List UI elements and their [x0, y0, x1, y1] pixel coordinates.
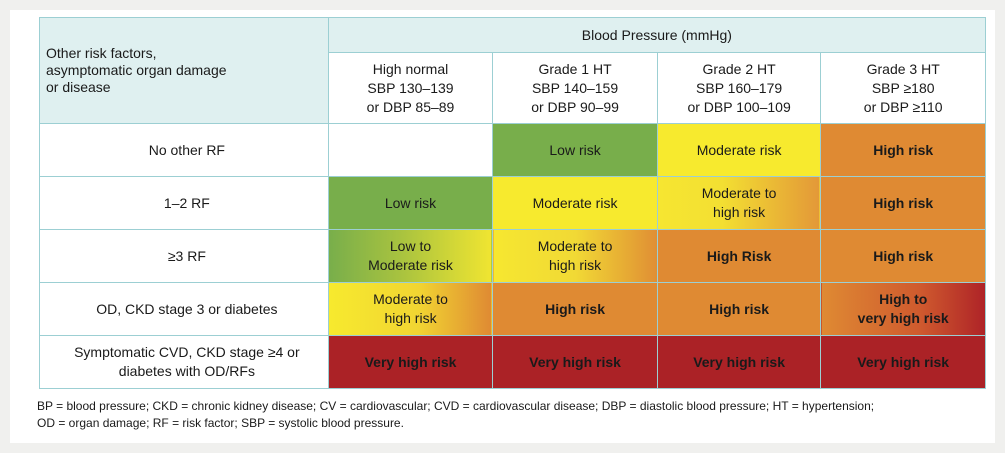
row-label-od-ckd-diabetes: OD, CKD stage 3 or diabetes	[39, 282, 329, 336]
grade-sbp: SBP 160–179	[696, 79, 783, 96]
risk-cell: Moderate risk	[656, 123, 822, 177]
risk-label: high risk	[713, 204, 766, 220]
risk-label: Low risk	[549, 141, 601, 158]
risk-label: Moderate risk	[696, 141, 782, 158]
grade-sbp: SBP 140–159	[531, 79, 619, 96]
risk-cell: High risk	[820, 123, 986, 177]
risk-cell: Moderate risk	[492, 176, 658, 230]
risk-cell	[327, 123, 494, 177]
footnote-line-2: OD = organ damage; RF = risk factor; SBP…	[37, 416, 404, 430]
table-row: No other RF Low risk Moderate risk High …	[39, 123, 986, 177]
row-label-line: Symptomatic CVD, CKD stage ≥4 or	[74, 344, 300, 360]
risk-cell: Very high risk	[492, 335, 658, 389]
risk-label: Moderate to	[701, 185, 777, 201]
risk-stratification-table: Other risk factors, asymptomatic organ d…	[39, 17, 987, 389]
grade-name: High normal	[372, 60, 449, 77]
risk-label: Very high risk	[364, 353, 457, 370]
risk-cell: Moderate to high risk	[656, 176, 822, 230]
risk-cell: Moderate to high risk	[327, 282, 494, 336]
risk-label: Low risk	[384, 194, 437, 211]
risk-label: Very high risk	[529, 353, 621, 370]
risk-cell: Very high risk	[820, 335, 986, 389]
row-label-3-plus-rf: ≥3 RF	[39, 229, 329, 283]
row-label-no-other-rf: No other RF	[39, 123, 329, 177]
risk-label: Low to	[389, 238, 432, 254]
risk-label: Very high risk	[857, 353, 950, 370]
grade-name: Grade 3 HT	[866, 60, 940, 77]
risk-cell: High risk	[492, 282, 658, 336]
footnote-line-1: BP = blood pressure; CKD = chronic kidne…	[37, 399, 875, 413]
risk-label: Moderate to	[537, 238, 613, 254]
risk-label: Moderate risk	[532, 194, 618, 211]
grade-sbp: SBP ≥180	[871, 79, 935, 96]
risk-label: High to	[879, 291, 928, 307]
table-row: OD, CKD stage 3 or diabetes Moderate to …	[39, 282, 986, 336]
risk-label: high risk	[384, 310, 437, 326]
risk-label: High risk	[873, 141, 934, 158]
risk-cell: High Risk	[656, 229, 822, 283]
risk-cell: Very high risk	[656, 335, 822, 389]
risk-label: very high risk	[857, 310, 949, 326]
risk-cell: Moderate to high risk	[492, 229, 658, 283]
grade-dbp: or DBP 100–109	[687, 98, 791, 115]
grade-header-grade-3: Grade 3 HT SBP ≥180 or DBP ≥110	[820, 52, 986, 124]
blood-pressure-header: Blood Pressure (mmHg)	[327, 17, 987, 53]
risk-label: Moderate to	[373, 291, 448, 307]
grade-header-grade-2: Grade 2 HT SBP 160–179 or DBP 100–109	[656, 52, 822, 124]
grade-dbp: or DBP ≥110	[863, 98, 943, 115]
risk-cell: Very high risk	[327, 335, 494, 389]
table-row: ≥3 RF Low to Moderate risk Moderate to h…	[39, 229, 986, 283]
risk-cell: Low risk	[492, 123, 658, 177]
risk-label: High Risk	[706, 247, 772, 264]
abbreviations-footnote: BP = blood pressure; CKD = chronic kidne…	[37, 398, 977, 432]
table-row: Symptomatic CVD, CKD stage ≥4 or diabete…	[39, 335, 986, 389]
row-label-1-2-rf: 1–2 RF	[39, 176, 329, 230]
grade-sbp: SBP 130–139	[367, 79, 454, 96]
grade-name: Grade 1 HT	[538, 60, 612, 77]
grade-dbp: or DBP 85–89	[366, 98, 455, 115]
grade-dbp: or DBP 90–99	[531, 98, 619, 115]
risk-label: High risk	[873, 247, 934, 264]
risk-label: High risk	[873, 194, 934, 211]
risk-label: High risk	[545, 300, 605, 317]
risk-cell: Low to Moderate risk	[327, 229, 494, 283]
row-label-line: diabetes with OD/RFs	[118, 363, 255, 379]
risk-cell: High risk	[820, 229, 986, 283]
risk-cell: High to very high risk	[820, 282, 986, 336]
grade-header-high-normal: High normal SBP 130–139 or DBP 85–89	[327, 52, 494, 124]
risk-factors-header-line-2: asymptomatic organ damage	[46, 62, 227, 78]
risk-label: Moderate risk	[368, 257, 453, 273]
risk-label: High risk	[709, 300, 770, 317]
risk-factors-header: Other risk factors, asymptomatic organ d…	[39, 17, 329, 124]
risk-cell: High risk	[820, 176, 986, 230]
risk-cell: High risk	[656, 282, 822, 336]
risk-label: Very high risk	[693, 353, 786, 370]
risk-cell: Low risk	[327, 176, 494, 230]
grade-name: Grade 2 HT	[702, 60, 776, 77]
risk-label: high risk	[548, 257, 602, 273]
risk-factors-header-line-1: Other risk factors,	[46, 45, 157, 61]
row-label-symptomatic-cvd: Symptomatic CVD, CKD stage ≥4 or diabete…	[39, 335, 329, 389]
risk-factors-header-line-3: or disease	[46, 79, 111, 95]
grade-header-grade-1: Grade 1 HT SBP 140–159 or DBP 90–99	[492, 52, 658, 124]
table-row: 1–2 RF Low risk Moderate risk Moderate t…	[39, 176, 986, 230]
